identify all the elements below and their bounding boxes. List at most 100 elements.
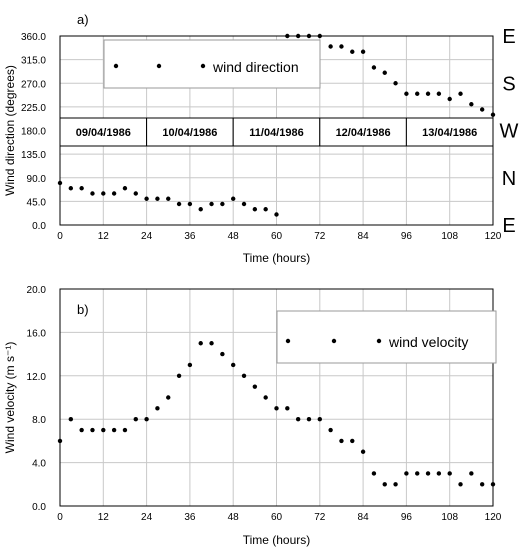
x-axis-title: Time (hours)	[243, 251, 311, 265]
data-point	[111, 191, 117, 196]
data-point	[479, 107, 485, 112]
data-point	[241, 201, 247, 207]
data-point	[122, 427, 128, 433]
data-point	[133, 417, 138, 422]
data-point	[404, 471, 409, 476]
date-label: 09/04/1986	[76, 127, 131, 139]
data-point	[274, 406, 279, 411]
y-tick-label: 4.0	[32, 459, 46, 470]
y-tick-label: 225.0	[21, 103, 46, 114]
data-point	[436, 91, 442, 96]
data-point	[209, 201, 214, 207]
data-point	[220, 201, 225, 207]
data-point	[90, 191, 95, 196]
y-tick-label: 315.0	[21, 56, 46, 67]
data-point	[252, 384, 258, 389]
x-tick-label: 36	[184, 512, 196, 523]
legend-marker	[376, 338, 382, 344]
data-point	[328, 44, 333, 49]
data-point	[187, 201, 193, 207]
data-point	[490, 482, 496, 487]
data-point	[252, 207, 258, 212]
date-cell	[146, 117, 234, 147]
compass-label: S	[502, 73, 515, 95]
legend: wind velocity	[276, 310, 497, 364]
x-tick-label: 84	[358, 512, 370, 523]
y-tick-label: 0.0	[32, 221, 46, 232]
data-point	[295, 33, 301, 39]
x-axis-title: Time (hours)	[243, 533, 311, 547]
x-tick-label: 12	[98, 512, 110, 523]
data-point	[415, 91, 420, 96]
data-point	[317, 417, 322, 422]
legend-label: wind direction	[212, 59, 299, 75]
compass-label: E	[502, 26, 515, 48]
data-point	[57, 180, 63, 186]
data-point	[241, 373, 247, 378]
plot-frame	[59, 288, 494, 507]
data-point	[425, 91, 431, 96]
x-tick-label: 48	[228, 231, 240, 242]
data-point	[360, 49, 366, 54]
date-label: 10/04/1986	[162, 127, 217, 139]
x-tick-label: 48	[228, 512, 240, 523]
x-tick-label: 36	[184, 231, 196, 242]
data-point	[187, 362, 193, 368]
y-axis-title: Wind velocity (m s⁻¹)	[3, 342, 17, 454]
data-point	[166, 196, 171, 201]
data-point	[285, 33, 290, 39]
y-tick-label: 360.0	[21, 32, 46, 43]
data-point	[382, 482, 387, 487]
data-point	[57, 438, 63, 444]
legend: wind direction	[103, 39, 321, 89]
legend-marker	[113, 63, 119, 69]
series-points	[57, 341, 496, 487]
data-point	[350, 49, 355, 54]
legend-box	[276, 310, 497, 364]
data-point	[155, 406, 160, 411]
data-point	[306, 33, 312, 39]
compass-label: E	[502, 215, 515, 237]
data-point	[101, 191, 106, 196]
data-point	[371, 471, 377, 476]
data-point	[469, 471, 474, 476]
date-label: 12/04/1986	[336, 127, 391, 139]
y-tick-label: 45.0	[27, 197, 47, 208]
data-point	[393, 482, 398, 487]
data-point	[382, 70, 387, 75]
x-tick-label: 84	[358, 231, 370, 242]
data-point	[220, 351, 225, 357]
data-point	[328, 427, 333, 433]
date-cell	[405, 117, 494, 147]
x-tick-label: 24	[141, 512, 153, 523]
data-point	[122, 186, 128, 191]
x-tick-label: 0	[57, 231, 63, 242]
chart-panel-b: 0 12 24 36 48 60 72 84 96 108 120 0.0 4.0 8.0 12.0 16.0…	[3, 285, 502, 547]
y-tick-label: 20.0	[27, 285, 47, 296]
y-tick-label: 0.0	[32, 502, 46, 513]
y-tick-label: 270.0	[21, 79, 46, 90]
data-point	[295, 417, 301, 422]
data-point	[415, 471, 420, 476]
y-tick-label: 180.0	[21, 127, 46, 138]
data-point	[111, 427, 117, 433]
data-point	[209, 341, 214, 346]
legend-box	[103, 39, 321, 89]
y-axis-title: Wind direction (degrees)	[3, 65, 17, 196]
data-point	[360, 449, 366, 454]
data-point	[317, 33, 322, 39]
legend-label: wind velocity	[388, 334, 468, 350]
legend-marker	[200, 63, 206, 69]
data-point	[90, 427, 95, 433]
data-point	[274, 212, 279, 217]
data-point	[371, 65, 377, 70]
y-tick-label: 8.0	[32, 415, 46, 426]
data-point	[479, 482, 485, 487]
data-point	[133, 191, 138, 196]
data-point	[166, 395, 171, 400]
data-point	[263, 207, 268, 212]
data-point	[425, 471, 431, 476]
data-point	[490, 112, 496, 117]
data-point	[350, 438, 355, 444]
